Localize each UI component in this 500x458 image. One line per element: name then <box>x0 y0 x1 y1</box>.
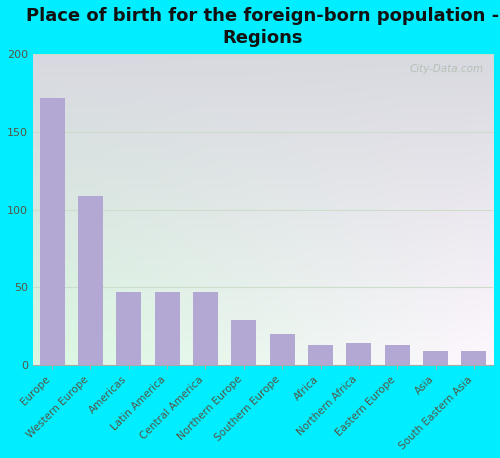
Bar <box>154 292 180 365</box>
Bar <box>308 345 333 365</box>
Bar <box>346 344 372 365</box>
Bar <box>193 292 218 365</box>
Text: City-Data.com: City-Data.com <box>410 64 484 74</box>
Bar <box>462 351 486 365</box>
Bar <box>423 351 448 365</box>
Bar <box>270 334 294 365</box>
Bar <box>40 98 64 365</box>
Bar <box>232 320 256 365</box>
Bar <box>78 196 103 365</box>
Bar <box>384 345 409 365</box>
Bar <box>116 292 141 365</box>
Title: Place of birth for the foreign-born population -
Regions: Place of birth for the foreign-born popu… <box>26 7 500 47</box>
